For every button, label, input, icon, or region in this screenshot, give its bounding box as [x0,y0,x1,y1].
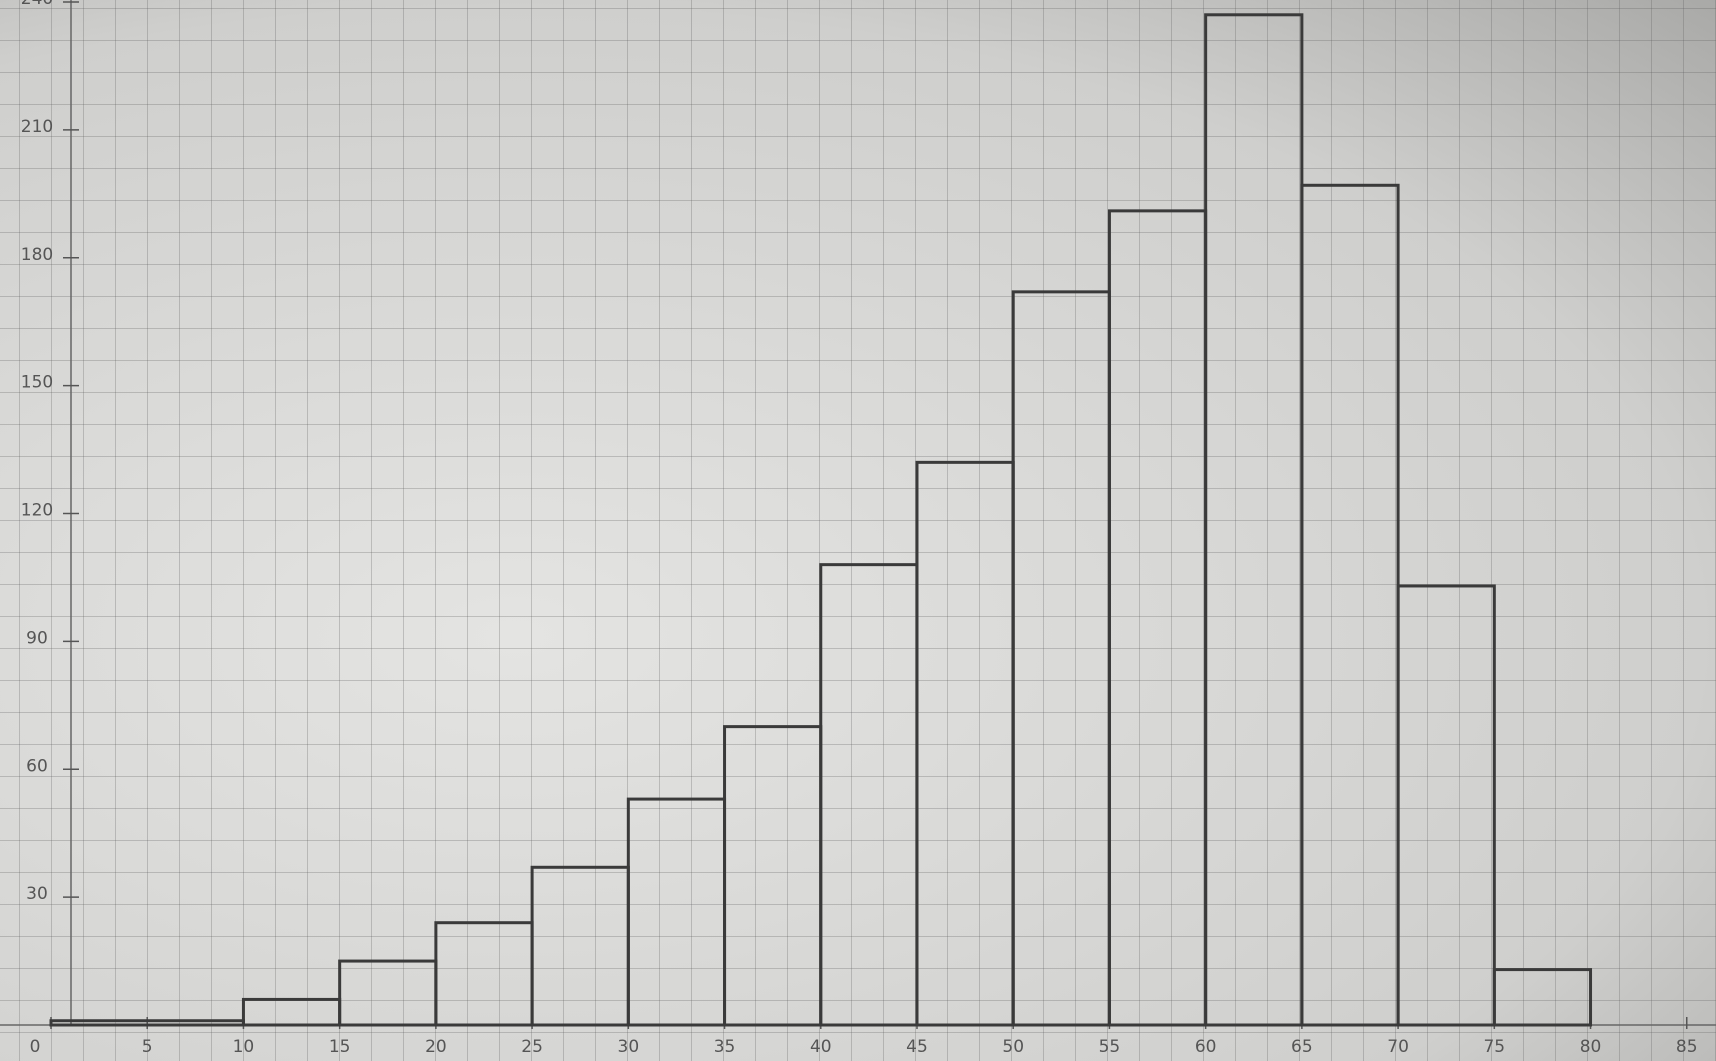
x-tick-label: 60 [1195,1037,1217,1057]
x-tick-label: 5 [142,1037,153,1057]
y-tick-label: 120 [21,501,53,521]
x-tick-label: 35 [714,1037,736,1057]
bar [628,799,724,1025]
x-tick-label: 75 [1483,1037,1505,1057]
x-tick-label: 45 [906,1037,928,1057]
bar [725,727,821,1025]
y-tick-label: 150 [21,373,53,393]
y-tick-label: 240 [21,0,53,9]
x-tick-label: 65 [1291,1037,1313,1057]
x-tick-label: 25 [521,1037,543,1057]
chart: 30 60 90 120 150 180 210 240 0 5 10 15 20 25 30 35 40 45 5… [0,0,1716,1061]
bar [917,462,1013,1025]
graph-paper: 30 60 90 120 150 180 210 240 0 5 10 15 20 25 30 35 40 45 5… [0,0,1716,1061]
bar [340,961,436,1025]
bar [821,565,917,1025]
y-tick-label: 60 [26,756,48,776]
bar [1013,292,1109,1025]
x-tick-label: 50 [1002,1037,1024,1057]
bar [1494,970,1590,1025]
x-tick-label: 10 [233,1037,255,1057]
x-tick-label: 20 [425,1037,447,1057]
x-tick-label: 40 [810,1037,832,1057]
bar [1398,586,1494,1025]
x-tick-label: 70 [1387,1037,1409,1057]
x-tick-label: 0 [30,1037,41,1057]
y-tick-label: 180 [21,245,53,265]
y-tick-label: 210 [21,117,53,137]
y-tick-label: 30 [26,884,48,904]
x-tick-label: 85 [1676,1037,1698,1057]
x-tick-label: 55 [1099,1037,1121,1057]
bar [1109,211,1205,1025]
bar [1302,185,1398,1025]
y-tick-label: 90 [26,628,48,648]
bar [436,923,532,1025]
x-tick-label: 15 [329,1037,351,1057]
bar [1206,15,1302,1025]
bar [532,867,628,1025]
bar [243,999,339,1025]
x-tick-label: 80 [1580,1037,1602,1057]
x-tick-label: 30 [618,1037,640,1057]
